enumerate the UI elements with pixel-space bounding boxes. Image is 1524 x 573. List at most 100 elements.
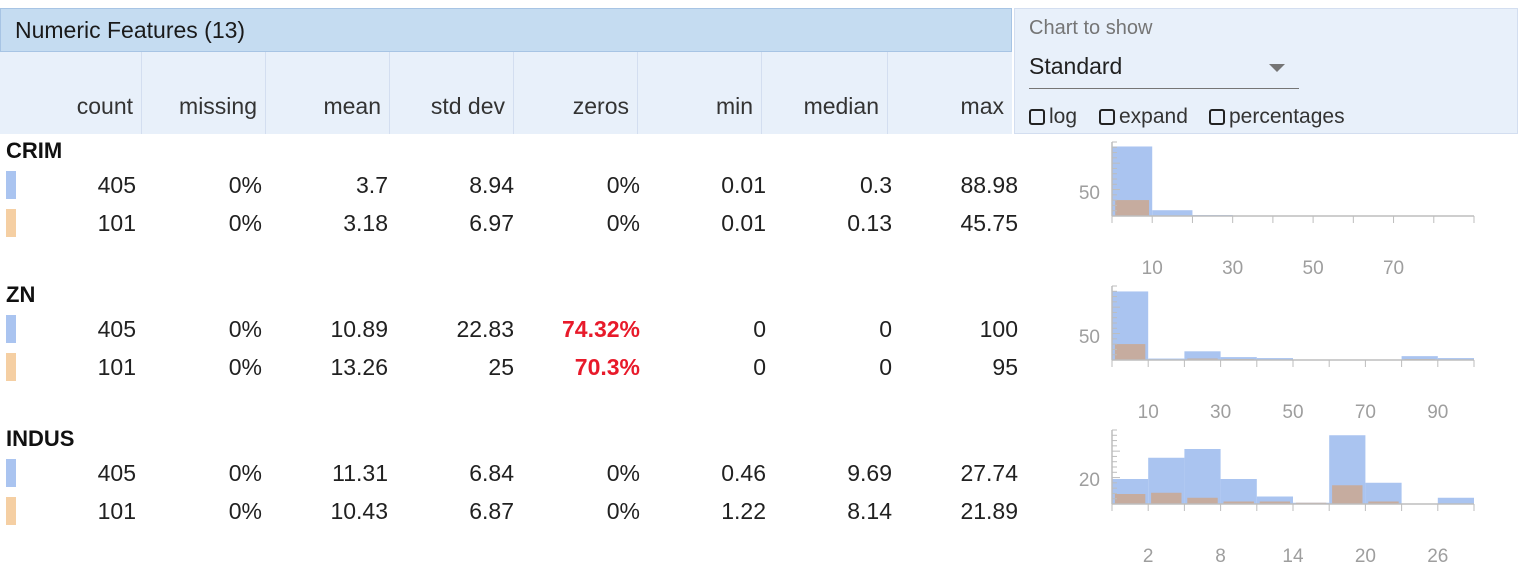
cell-zeros: 0% — [520, 460, 640, 487]
cell-mean: 3.7 — [268, 172, 388, 199]
feature-name: ZN — [6, 282, 35, 308]
histogram-bar — [1438, 498, 1474, 504]
cell-median: 0 — [772, 354, 892, 381]
cell-missing: 0% — [142, 210, 262, 237]
column-header-row: count missing mean std dev zeros min med… — [0, 52, 1012, 134]
cell-count: 405 — [16, 172, 136, 199]
cell-min: 0 — [646, 316, 766, 343]
cell-median: 9.69 — [772, 460, 892, 487]
histogram-bar — [1115, 344, 1145, 360]
series-color-swatch — [6, 171, 16, 199]
cell-count: 405 — [16, 460, 136, 487]
feature-name: CRIM — [6, 138, 62, 164]
cell-max: 95 — [898, 354, 1018, 381]
log-checkbox[interactable]: log — [1029, 105, 1077, 129]
cell-zeros: 0% — [520, 498, 640, 525]
column-header-count[interactable]: count — [0, 52, 142, 134]
cell-zeros: 70.3% — [520, 354, 640, 381]
percentages-checkbox[interactable]: percentages — [1209, 105, 1345, 129]
cell-std-dev: 22.83 — [394, 316, 514, 343]
cell-max: 45.75 — [898, 210, 1018, 237]
cell-std-dev: 8.94 — [394, 172, 514, 199]
chart-options-panel: Chart to show Standard log expand percen… — [1014, 8, 1518, 134]
cell-missing: 0% — [142, 498, 262, 525]
cell-mean: 3.18 — [268, 210, 388, 237]
histogram-bar — [1187, 498, 1217, 504]
cell-std-dev: 25 — [394, 354, 514, 381]
series-color-swatch — [6, 459, 16, 487]
cell-mean: 13.26 — [268, 354, 388, 381]
y-tick-label: 50 — [1079, 183, 1100, 204]
chart-to-show-label: Chart to show — [1029, 17, 1152, 40]
x-tick-label: 70 — [1383, 258, 1404, 279]
expand-checkbox[interactable]: expand — [1099, 105, 1188, 129]
x-tick-label: 30 — [1222, 258, 1243, 279]
histogram-bar — [1115, 494, 1145, 504]
cell-median: 0.3 — [772, 172, 892, 199]
y-tick-label: 50 — [1079, 327, 1100, 348]
cell-max: 100 — [898, 316, 1018, 343]
histogram: 50 10 30 50 70 — [1054, 134, 1484, 280]
chevron-down-icon[interactable] — [1269, 64, 1285, 72]
cell-max: 27.74 — [898, 460, 1018, 487]
cell-mean: 10.43 — [268, 498, 388, 525]
column-header-min[interactable]: min — [638, 52, 762, 134]
cell-min: 0.01 — [646, 210, 766, 237]
x-tick-label: 70 — [1355, 402, 1376, 423]
cell-zeros: 0% — [520, 210, 640, 237]
histogram-bar — [1151, 493, 1181, 504]
cell-max: 88.98 — [898, 172, 1018, 199]
cell-std-dev: 6.87 — [394, 498, 514, 525]
cell-missing: 0% — [142, 172, 262, 199]
column-header-median[interactable]: median — [762, 52, 888, 134]
cell-min: 0.01 — [646, 172, 766, 199]
histogram-bar — [1115, 200, 1149, 216]
cell-count: 101 — [16, 210, 136, 237]
histogram-bar — [1365, 483, 1401, 504]
percentages-checkbox-label: percentages — [1229, 105, 1345, 129]
cell-zeros: 74.32% — [520, 316, 640, 343]
cell-missing: 0% — [142, 460, 262, 487]
histogram-bar — [1184, 449, 1220, 504]
log-checkbox-label: log — [1049, 105, 1077, 129]
cell-mean: 10.89 — [268, 316, 388, 343]
histogram-bar — [1152, 210, 1192, 216]
cell-median: 0.13 — [772, 210, 892, 237]
y-tick-label: 20 — [1079, 470, 1100, 491]
x-tick-label: 50 — [1282, 402, 1303, 423]
column-header-missing[interactable]: missing — [142, 52, 266, 134]
series-color-swatch — [6, 353, 16, 381]
x-tick-label: 50 — [1303, 258, 1324, 279]
column-header-zeros[interactable]: zeros — [514, 52, 638, 134]
cell-count: 101 — [16, 354, 136, 381]
chart-type-select[interactable]: Standard — [1029, 49, 1299, 89]
cell-missing: 0% — [142, 316, 262, 343]
cell-missing: 0% — [142, 354, 262, 381]
histogram-svg: 50 10 30 50 70 — [1054, 134, 1484, 280]
checkbox-icon[interactable] — [1029, 109, 1045, 125]
cell-min: 0.46 — [646, 460, 766, 487]
cell-median: 0 — [772, 316, 892, 343]
checkbox-icon[interactable] — [1209, 109, 1225, 125]
series-color-swatch — [6, 497, 16, 525]
chart-type-value: Standard — [1029, 53, 1122, 80]
series-color-swatch — [6, 209, 16, 237]
cell-count: 405 — [16, 316, 136, 343]
series-color-swatch — [6, 315, 16, 343]
x-tick-label: 10 — [1142, 258, 1163, 279]
x-tick-label: 10 — [1138, 402, 1159, 423]
cell-std-dev: 6.84 — [394, 460, 514, 487]
cell-count: 101 — [16, 498, 136, 525]
cell-mean: 11.31 — [268, 460, 388, 487]
column-header-max[interactable]: max — [888, 52, 1012, 134]
checkbox-icon[interactable] — [1099, 109, 1115, 125]
column-header-mean[interactable]: mean — [266, 52, 390, 134]
expand-checkbox-label: expand — [1119, 105, 1188, 129]
column-header-std-dev[interactable]: std dev — [390, 52, 514, 134]
cell-zeros: 0% — [520, 172, 640, 199]
cell-min: 0 — [646, 354, 766, 381]
